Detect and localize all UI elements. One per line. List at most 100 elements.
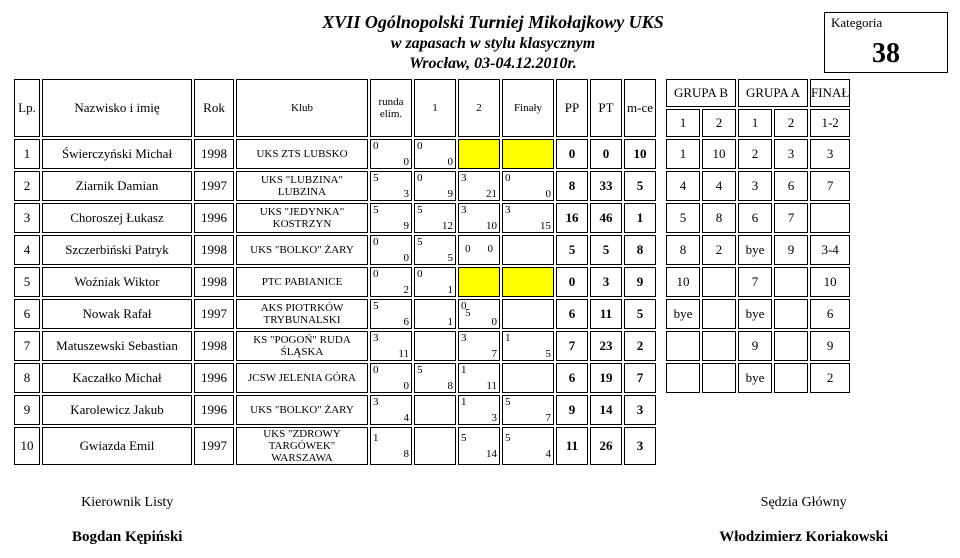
- table-row: 1Świerczyński Michał1998UKS ZTS LUBSKO00…: [14, 139, 850, 169]
- cell-mce: 5: [624, 171, 656, 201]
- title-line-1: XVII Ogólnopolski Turniej Mikołajkowy UK…: [162, 12, 824, 33]
- cell-rok: 1997: [194, 299, 234, 329]
- cell-pt: 5: [590, 235, 622, 265]
- cell-ga1: bye: [738, 235, 772, 265]
- cell-name: Świerczyński Michał: [42, 139, 192, 169]
- score-cell: 57: [502, 395, 554, 425]
- cell-rok: 1998: [194, 235, 234, 265]
- score-cell: 00: [458, 235, 500, 265]
- gb-2: 2: [702, 109, 736, 137]
- cell-fin: 3: [810, 139, 850, 169]
- cell-klub: JCSW JELENIA GÓRA: [236, 363, 368, 393]
- cell-ga1: 9: [738, 331, 772, 361]
- cell-mce: 8: [624, 235, 656, 265]
- score-cell: [414, 395, 456, 425]
- table-row: 5Woźniak Wiktor1998PTC PABIANICE02010391…: [14, 267, 850, 297]
- cell-ga2: 9: [774, 235, 808, 265]
- cell-fin: 2: [810, 363, 850, 393]
- cell-gb1: 5: [666, 203, 700, 233]
- col-r2: 2: [458, 79, 500, 137]
- score-cell: 58: [414, 363, 456, 393]
- cell-klub: AKS PIOTRKÓW TRYBUNALSKI: [236, 299, 368, 329]
- cell-name: Matuszewski Sebastian: [42, 331, 192, 361]
- cell-pp: 9: [556, 395, 588, 425]
- cell-pp: 8: [556, 171, 588, 201]
- cell-ga1: 2: [738, 139, 772, 169]
- col-mce: m-ce: [624, 79, 656, 137]
- cell-mce: 3: [624, 395, 656, 425]
- header-row: XVII Ogólnopolski Turniej Mikołajkowy UK…: [12, 12, 948, 73]
- score-cell: 321: [458, 171, 500, 201]
- table-row: 3Choroszej Łukasz1996UKS "JEDYNKA" KOSTR…: [14, 203, 850, 233]
- score-cell: 00: [502, 171, 554, 201]
- cell-fin: 6: [810, 299, 850, 329]
- cell-mce: 5: [624, 299, 656, 329]
- cell-mce: 2: [624, 331, 656, 361]
- cell-pt: 11: [590, 299, 622, 329]
- cell-pp: 16: [556, 203, 588, 233]
- ga-1: 1: [738, 109, 772, 137]
- category-label: Kategoria: [831, 15, 941, 31]
- col-klub: Klub: [236, 79, 368, 137]
- cell-lp: 5: [14, 267, 40, 297]
- score-cell: 09: [414, 171, 456, 201]
- col-pt: PT: [590, 79, 622, 137]
- score-cell: [502, 363, 554, 393]
- cell-pt: 23: [590, 331, 622, 361]
- cell-name: Nowak Rafał: [42, 299, 192, 329]
- footer-right-person: Włodzimierz Koriakowski: [719, 529, 888, 546]
- score-cell: [414, 427, 456, 465]
- footer-left-role: Kierownik Listy: [72, 495, 182, 511]
- score-cell: 56: [370, 299, 412, 329]
- score-cell: 00: [370, 139, 412, 169]
- cell-gb2: [702, 331, 736, 361]
- cell-rok: 1996: [194, 203, 234, 233]
- cell-pt: 3: [590, 267, 622, 297]
- title-line-2: w zapasach w stylu klasycznym: [162, 33, 824, 53]
- cell-klub: UKS "LUBZINA" LUBZINA: [236, 171, 368, 201]
- score-cell: 54: [502, 427, 554, 465]
- cell-mce: 3: [624, 427, 656, 465]
- cell-fin: 10: [810, 267, 850, 297]
- cell-klub: KS "POGOŃ" RUDA ŚLĄSKA: [236, 331, 368, 361]
- cell-pp: 0: [556, 139, 588, 169]
- score-cell: 15: [502, 331, 554, 361]
- cell-pt: 14: [590, 395, 622, 425]
- footer-left: Kierownik Listy Bogdan Kępiński: [72, 495, 182, 546]
- col-finaly: Finały: [502, 79, 554, 137]
- score-cell: [414, 331, 456, 361]
- score-cell: 53: [370, 171, 412, 201]
- score-cell: 005: [458, 299, 500, 329]
- category-box: Kategoria 38: [824, 12, 948, 73]
- table-row: 8Kaczałko Michał1996JCSW JELENIA GÓRA005…: [14, 363, 850, 393]
- score-cell: 34: [370, 395, 412, 425]
- cell-lp: 2: [14, 171, 40, 201]
- cell-lp: 8: [14, 363, 40, 393]
- footer: Kierownik Listy Bogdan Kępiński Sędzia G…: [12, 495, 948, 546]
- score-cell: 37: [458, 331, 500, 361]
- cell-rok: 1997: [194, 427, 234, 465]
- cell-fin: 7: [810, 171, 850, 201]
- score-cell: 514: [458, 427, 500, 465]
- score-cell: [458, 267, 500, 297]
- cell-ga2: 3: [774, 139, 808, 169]
- cell-mce: 9: [624, 267, 656, 297]
- cell-pp: 11: [556, 427, 588, 465]
- cell-gb1: 1: [666, 139, 700, 169]
- cell-name: Choroszej Łukasz: [42, 203, 192, 233]
- cell-klub: UKS "BOLKO" ŻARY: [236, 395, 368, 425]
- cell-pp: 6: [556, 299, 588, 329]
- cell-ga1: 7: [738, 267, 772, 297]
- cell-pt: 26: [590, 427, 622, 465]
- cell-name: Gwiazda Emil: [42, 427, 192, 465]
- cell-gb2: 2: [702, 235, 736, 265]
- table-row: 2Ziarnik Damian1997UKS "LUBZINA" LUBZINA…: [14, 171, 850, 201]
- cell-ga2: 6: [774, 171, 808, 201]
- col-r1: 1: [414, 79, 456, 137]
- title-block: XVII Ogólnopolski Turniej Mikołajkowy UK…: [162, 12, 824, 73]
- cell-pp: 7: [556, 331, 588, 361]
- cell-pp: 6: [556, 363, 588, 393]
- score-cell: 59: [370, 203, 412, 233]
- cell-pt: 46: [590, 203, 622, 233]
- footer-right: Sędzia Główny Włodzimierz Koriakowski: [719, 495, 888, 546]
